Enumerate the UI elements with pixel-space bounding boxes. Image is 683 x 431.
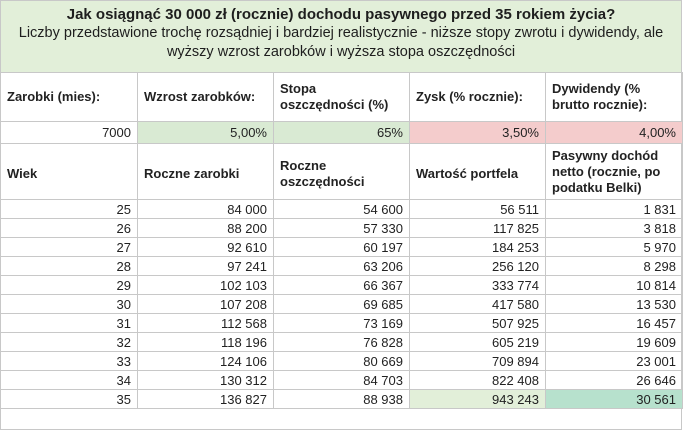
cell-portfolio-value[interactable]: 605 219 (409, 332, 546, 352)
cell-annual-earnings[interactable]: 97 241 (137, 256, 274, 276)
cell-annual-earnings[interactable]: 124 106 (137, 351, 274, 371)
cell-age[interactable]: 33 (0, 351, 138, 371)
cell-portfolio-value[interactable]: 417 580 (409, 294, 546, 314)
cell-passive-income[interactable]: 16 457 (545, 313, 683, 333)
cell-annual-savings[interactable]: 88 938 (273, 389, 410, 409)
sheet-title: Jak osiągnąć 30 000 zł (rocznie) dochodu… (66, 6, 616, 23)
cell-annual-earnings[interactable]: 112 568 (137, 313, 274, 333)
sheet-subtitle-line-1: Liczby przedstawione trochę rozsądniej i… (18, 25, 664, 41)
table-row: 32 118 196 76 828 605 219 19 609 (0, 332, 683, 352)
cell-passive-income[interactable]: 3 818 (545, 218, 683, 238)
cell-annual-savings[interactable]: 80 669 (273, 351, 410, 371)
table-row: 26 88 200 57 330 117 825 3 818 (0, 218, 683, 238)
cell-portfolio-value[interactable]: 256 120 (409, 256, 546, 276)
header-passive-income[interactable]: Pasywny dochód netto (rocznie, po podatk… (545, 143, 683, 200)
table-row: 28 97 241 63 206 256 120 8 298 (0, 256, 683, 276)
cell-annual-savings[interactable]: 60 197 (273, 237, 410, 257)
cell-annual-savings[interactable]: 63 206 (273, 256, 410, 276)
cell-portfolio-value[interactable]: 117 825 (409, 218, 546, 238)
cell-passive-income[interactable]: 19 609 (545, 332, 683, 352)
cell-annual-earnings[interactable]: 107 208 (137, 294, 274, 314)
cell-age[interactable]: 31 (0, 313, 138, 333)
cell-age[interactable]: 30 (0, 294, 138, 314)
label-salary-growth[interactable]: Wzrost zarobków: (137, 72, 274, 122)
cell-passive-income[interactable]: 1 831 (545, 199, 683, 219)
table-row: 27 92 610 60 197 184 253 5 970 (0, 237, 683, 257)
cell-annual-earnings[interactable]: 102 103 (137, 275, 274, 295)
cell-annual-savings[interactable]: 73 169 (273, 313, 410, 333)
cell-annual-earnings[interactable]: 88 200 (137, 218, 274, 238)
cell-passive-income[interactable]: 8 298 (545, 256, 683, 276)
cell-passive-income[interactable]: 10 814 (545, 275, 683, 295)
cell-portfolio-value[interactable]: 56 511 (409, 199, 546, 219)
cell-annual-earnings[interactable]: 84 000 (137, 199, 274, 219)
cell-age[interactable]: 35 (0, 389, 138, 409)
cell-annual-savings[interactable]: 66 367 (273, 275, 410, 295)
cell-annual-earnings[interactable]: 136 827 (137, 389, 274, 409)
cell-portfolio-value[interactable]: 184 253 (409, 237, 546, 257)
table-row: 34 130 312 84 703 822 408 26 646 (0, 370, 683, 390)
input-labels-row: Zarobki (mies): Wzrost zarobków: Stopa o… (0, 72, 683, 122)
cell-age[interactable]: 34 (0, 370, 138, 390)
value-salary-growth[interactable]: 5,00% (137, 121, 274, 144)
cell-portfolio-value[interactable]: 709 894 (409, 351, 546, 371)
table-row: 31 112 568 73 169 507 925 16 457 (0, 313, 683, 333)
cell-age[interactable]: 32 (0, 332, 138, 352)
cell-passive-income[interactable]: 23 001 (545, 351, 683, 371)
label-profit[interactable]: Zysk (% rocznie): (409, 72, 546, 122)
cell-annual-earnings[interactable]: 130 312 (137, 370, 274, 390)
column-headers-row: Wiek Roczne zarobki Roczne oszczędności … (0, 143, 683, 200)
cell-annual-savings[interactable]: 84 703 (273, 370, 410, 390)
cell-passive-income[interactable]: 30 561 (545, 389, 683, 409)
label-salary[interactable]: Zarobki (mies): (0, 72, 138, 122)
header-annual-savings[interactable]: Roczne oszczędności (273, 143, 410, 200)
cell-passive-income[interactable]: 5 970 (545, 237, 683, 257)
cell-portfolio-value[interactable]: 507 925 (409, 313, 546, 333)
cell-age[interactable]: 29 (0, 275, 138, 295)
cell-age[interactable]: 26 (0, 218, 138, 238)
data-table: Zarobki (mies): Wzrost zarobków: Stopa o… (0, 72, 683, 409)
cell-annual-savings[interactable]: 69 685 (273, 294, 410, 314)
header-annual-earnings[interactable]: Roczne zarobki (137, 143, 274, 200)
cell-portfolio-value[interactable]: 333 774 (409, 275, 546, 295)
cell-passive-income[interactable]: 26 646 (545, 370, 683, 390)
table-row: 29 102 103 66 367 333 774 10 814 (0, 275, 683, 295)
table-row: 33 124 106 80 669 709 894 23 001 (0, 351, 683, 371)
table-row: 25 84 000 54 600 56 511 1 831 (0, 199, 683, 219)
cell-annual-savings[interactable]: 54 600 (273, 199, 410, 219)
cell-portfolio-value[interactable]: 943 243 (409, 389, 546, 409)
cell-age[interactable]: 25 (0, 199, 138, 219)
label-dividends[interactable]: Dywidendy (% brutto rocznie): (545, 72, 683, 122)
input-values-row: 7000 5,00% 65% 3,50% 4,00% (0, 121, 683, 144)
header-age[interactable]: Wiek (0, 143, 138, 200)
title-banner: Jak osiągnąć 30 000 zł (rocznie) dochodu… (1, 1, 681, 73)
cell-annual-earnings[interactable]: 118 196 (137, 332, 274, 352)
sheet-subtitle-line-2: wyższy wzrost zarobków i wyższa stopa os… (166, 44, 516, 60)
value-savings-rate[interactable]: 65% (273, 121, 410, 144)
cell-annual-savings[interactable]: 76 828 (273, 332, 410, 352)
table-row: 30 107 208 69 685 417 580 13 530 (0, 294, 683, 314)
header-portfolio-value[interactable]: Wartość portfela (409, 143, 546, 200)
label-savings-rate[interactable]: Stopa oszczędności (%) (273, 72, 410, 122)
table-row: 35 136 827 88 938 943 243 30 561 (0, 389, 683, 409)
value-salary[interactable]: 7000 (0, 121, 138, 144)
value-dividends[interactable]: 4,00% (545, 121, 683, 144)
cell-portfolio-value[interactable]: 822 408 (409, 370, 546, 390)
value-profit[interactable]: 3,50% (409, 121, 546, 144)
cell-passive-income[interactable]: 13 530 (545, 294, 683, 314)
table-body: 25 84 000 54 600 56 511 1 831 26 88 200 57 330 1… (0, 199, 683, 409)
cell-age[interactable]: 27 (0, 237, 138, 257)
cell-annual-earnings[interactable]: 92 610 (137, 237, 274, 257)
cell-age[interactable]: 28 (0, 256, 138, 276)
cell-annual-savings[interactable]: 57 330 (273, 218, 410, 238)
